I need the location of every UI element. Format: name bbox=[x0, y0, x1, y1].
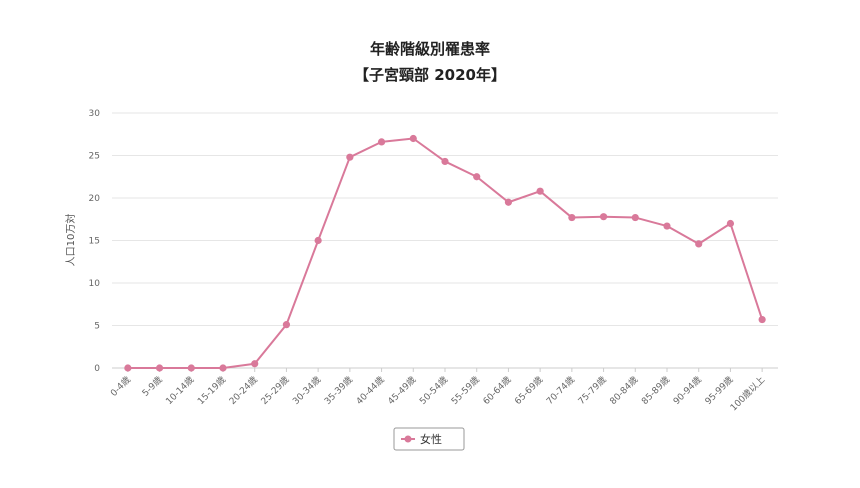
y-axis-ticks: 0 5 10 15 20 25 30 bbox=[89, 109, 101, 374]
grid-lines bbox=[112, 112, 778, 369]
chart-title: 年齢階級別罹患率 bbox=[370, 40, 490, 58]
x-tick-label: 15-19歳 bbox=[195, 374, 228, 407]
x-tick-label: 20-24歳 bbox=[226, 374, 259, 407]
data-point[interactable] bbox=[314, 236, 322, 245]
data-point[interactable] bbox=[219, 364, 227, 372]
data-point[interactable] bbox=[504, 198, 513, 206]
x-tick-label: 80-84歳 bbox=[607, 374, 640, 407]
data-point[interactable] bbox=[282, 321, 291, 329]
x-tick-label: 55-59歳 bbox=[448, 374, 481, 407]
legend[interactable]: 女性 bbox=[393, 427, 465, 451]
legend-marker bbox=[404, 435, 412, 443]
series-layer bbox=[124, 134, 766, 372]
y-tick-label: 0 bbox=[94, 364, 100, 374]
x-tick-label: 0-4歳 bbox=[108, 374, 133, 399]
data-point[interactable] bbox=[409, 134, 417, 143]
chart-subtitle: 【子宮頸部 2020年】 bbox=[354, 66, 506, 84]
x-tick-label: 45-49歳 bbox=[385, 374, 418, 407]
x-tick-label: 50-54歳 bbox=[417, 374, 450, 407]
x-tick-label: 40-44歳 bbox=[353, 374, 386, 407]
series-line-0 bbox=[127, 137, 764, 369]
y-tick-label: 5 bbox=[94, 322, 100, 332]
y-axis-label: 人口10万対 bbox=[64, 214, 77, 267]
data-point[interactable] bbox=[251, 360, 259, 368]
data-point[interactable] bbox=[473, 173, 481, 181]
data-point[interactable] bbox=[536, 187, 544, 195]
y-tick-label: 30 bbox=[89, 109, 101, 119]
data-point[interactable] bbox=[346, 153, 354, 161]
x-tick-label: 70-74歳 bbox=[544, 374, 577, 407]
legend-box bbox=[393, 427, 465, 451]
data-point[interactable] bbox=[631, 213, 639, 222]
x-tick-label: 85-89歳 bbox=[639, 374, 672, 407]
x-tick-label: 75-79歳 bbox=[575, 374, 608, 407]
data-point[interactable] bbox=[695, 240, 703, 248]
y-tick-label: 10 bbox=[89, 279, 101, 289]
data-point[interactable] bbox=[187, 364, 195, 372]
x-tick-label: 5-9歳 bbox=[139, 374, 164, 399]
x-tick-label: 65-69歳 bbox=[512, 374, 545, 407]
x-tick-label: 90-94歳 bbox=[670, 374, 703, 407]
data-point[interactable] bbox=[568, 213, 576, 222]
y-tick-label: 25 bbox=[89, 152, 100, 162]
data-point[interactable] bbox=[758, 315, 766, 324]
x-tick-label: 60-64歳 bbox=[480, 374, 513, 407]
data-point[interactable] bbox=[599, 213, 608, 221]
data-point[interactable] bbox=[377, 138, 386, 146]
x-axis-ticks: 0-4歳 5-9歳 10-14歳 15-19歳 20-24歳 25-29歳 30-34歳 35… bbox=[108, 368, 768, 414]
data-point[interactable] bbox=[155, 364, 164, 372]
x-tick-label: 100歳以上 bbox=[728, 374, 768, 414]
x-tick-label: 95-99歳 bbox=[702, 374, 735, 407]
x-tick-label: 10-14歳 bbox=[163, 374, 196, 407]
x-tick-label: 30-34歳 bbox=[290, 374, 323, 407]
data-point[interactable] bbox=[726, 219, 735, 228]
data-point[interactable] bbox=[663, 222, 671, 230]
x-tick-label: 35-39歳 bbox=[322, 374, 355, 407]
y-tick-label: 20 bbox=[89, 194, 101, 204]
data-point[interactable] bbox=[124, 364, 132, 372]
x-tick-label: 25-29歳 bbox=[258, 374, 291, 407]
data-point[interactable] bbox=[441, 157, 449, 166]
y-tick-label: 15 bbox=[89, 237, 100, 247]
legend-entry-female[interactable]: 女性 bbox=[420, 432, 442, 446]
